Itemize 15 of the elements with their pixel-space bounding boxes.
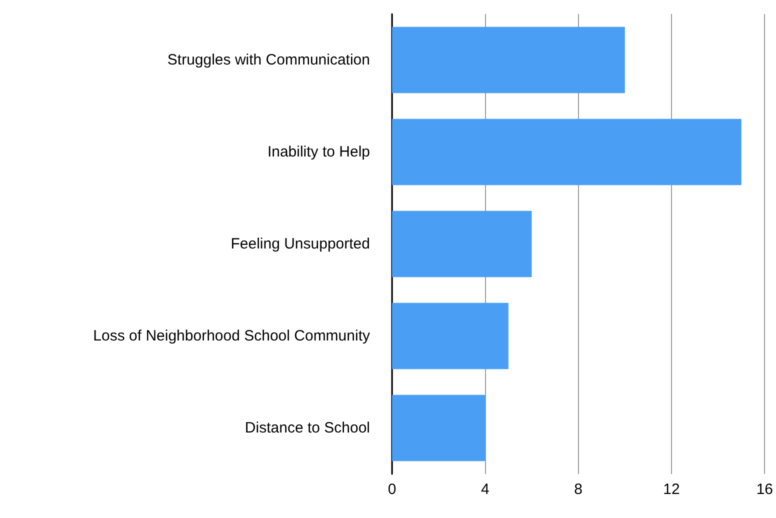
x-tick-label: 12 [663, 481, 680, 498]
y-tick-label: Loss of Neighborhood School Community [93, 328, 370, 344]
x-tick-label: 8 [574, 481, 582, 498]
x-tick-label: 4 [480, 481, 490, 498]
bar [392, 394, 486, 462]
x-tick-label: 16 [756, 481, 773, 498]
bar [392, 26, 625, 94]
bar [392, 118, 742, 186]
bar [392, 302, 508, 370]
x-tick-label: 0 [388, 481, 396, 498]
bar [392, 210, 532, 278]
y-tick-label: Distance to School [244, 420, 370, 436]
y-tick-label: Inability to Help [267, 144, 370, 160]
y-tick-label: Struggles with Communication [167, 52, 370, 68]
y-tick-label: Feeling Unsupported [230, 236, 370, 252]
